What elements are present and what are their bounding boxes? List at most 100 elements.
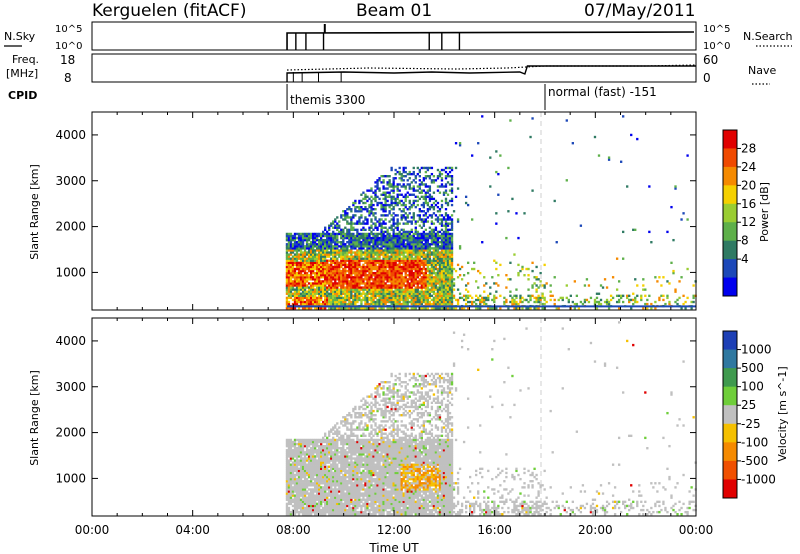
range-gate-cell xyxy=(322,444,325,448)
range-gate-cell xyxy=(430,220,434,223)
range-gate-cell xyxy=(303,261,307,265)
range-gate-cell xyxy=(414,195,417,199)
range-gate-cell xyxy=(374,282,377,285)
range-gate-cell xyxy=(322,467,325,471)
range-gate-cell xyxy=(305,257,309,260)
range-gate-cell xyxy=(297,278,301,281)
range-gate-cell xyxy=(285,288,289,291)
range-gate-cell xyxy=(386,214,389,217)
range-gate-cell xyxy=(539,280,542,283)
range-gate-cell xyxy=(293,274,297,277)
range-gate-cell xyxy=(392,236,395,240)
range-gate-cell xyxy=(317,506,321,510)
range-gate-cell xyxy=(358,278,361,281)
range-gate-cell xyxy=(289,440,293,444)
range-gate-cell xyxy=(301,508,305,512)
range-gate-cell xyxy=(408,255,411,258)
range-gate-cell xyxy=(303,508,307,512)
range-gate-cell xyxy=(394,199,397,203)
range-gate-cell xyxy=(511,298,514,302)
range-gate-cell xyxy=(315,492,319,495)
range-gate-cell xyxy=(402,166,405,170)
range-gate-cell xyxy=(436,271,440,275)
range-gate-cell xyxy=(386,203,389,207)
range-gate-cell xyxy=(309,475,313,479)
range-gate-cell xyxy=(368,210,371,213)
range-gate-cell xyxy=(313,510,317,514)
range-gate-cell xyxy=(299,442,303,446)
range-gate-cell xyxy=(326,243,329,246)
range-gate-cell xyxy=(432,234,436,238)
range-gate-cell xyxy=(315,475,319,479)
range-gate-cell xyxy=(420,203,423,207)
range-gate-cell xyxy=(408,183,411,186)
range-gate-cell xyxy=(382,251,385,254)
range-gate-cell xyxy=(297,451,301,454)
range-gate-cell xyxy=(380,175,383,178)
range-gate-cell xyxy=(344,274,347,277)
range-gate-cell xyxy=(418,300,421,304)
range-gate-cell xyxy=(527,288,530,291)
range-gate-cell xyxy=(436,263,440,267)
range-gate-cell xyxy=(674,288,677,291)
range-gate-cell xyxy=(438,261,442,265)
range-gate-cell xyxy=(495,150,498,153)
range-gate-cell xyxy=(301,286,305,289)
range-gate-cell xyxy=(340,276,343,279)
range-gate-cell xyxy=(422,238,426,242)
range-gate-cell xyxy=(466,282,470,285)
range-gate-cell xyxy=(438,241,442,244)
range-gate-cell xyxy=(450,288,454,291)
range-gate-cell xyxy=(436,168,440,172)
range-gate-cell xyxy=(326,488,329,491)
range-gate-cell xyxy=(297,292,301,295)
range-gate-cell xyxy=(543,296,546,300)
range-gate-cell xyxy=(400,274,403,277)
range-gate-cell xyxy=(438,214,442,217)
range-gate-cell xyxy=(485,298,488,302)
range-gate-cell xyxy=(418,185,421,188)
range-gate-cell xyxy=(569,294,572,298)
range-gate-cell xyxy=(301,486,305,489)
range-gate-cell xyxy=(418,214,421,217)
range-gate-cell xyxy=(301,298,305,302)
range-gate-cell xyxy=(289,247,293,250)
range-gate-cell xyxy=(295,247,299,250)
range-gate-cell xyxy=(299,300,303,304)
range-gate-cell xyxy=(297,502,301,506)
range-gate-cell xyxy=(354,286,357,289)
range-gate-cell xyxy=(537,286,540,289)
range-gate-cell xyxy=(394,245,397,248)
range-gate-cell xyxy=(287,232,291,236)
range-gate-cell xyxy=(396,195,399,199)
range-gate-cell xyxy=(340,274,343,277)
range-gate-cell xyxy=(519,269,522,273)
range-gate-cell xyxy=(440,218,444,221)
range-gate-cell xyxy=(372,197,375,201)
range-gate-cell xyxy=(322,251,325,254)
range-gate-cell xyxy=(332,236,335,240)
range-gate-cell xyxy=(414,228,417,232)
range-gate-cell xyxy=(400,286,403,289)
range-gate-cell xyxy=(352,257,355,260)
range-gate-cell xyxy=(334,280,337,283)
range-gate-cell xyxy=(366,296,369,300)
range-gate-cell xyxy=(376,276,379,279)
range-gate-cell xyxy=(428,189,432,192)
range-gate-cell xyxy=(324,274,327,277)
range-gate-cell xyxy=(317,486,321,489)
range-gate-cell xyxy=(644,302,647,306)
range-gate-cell xyxy=(436,220,440,223)
range-gate-cell xyxy=(328,500,331,504)
range-gate-cell xyxy=(313,292,317,295)
range-gate-cell xyxy=(356,265,359,269)
range-gate-cell xyxy=(370,274,373,277)
range-gate-cell xyxy=(426,265,430,269)
range-gate-cell xyxy=(442,290,446,293)
range-gate-cell xyxy=(334,234,337,238)
range-gate-cell xyxy=(295,484,299,487)
range-gate-cell xyxy=(358,280,361,283)
range-gate-cell xyxy=(322,436,325,440)
range-gate-cell xyxy=(483,290,486,293)
range-gate-cell xyxy=(406,255,409,258)
